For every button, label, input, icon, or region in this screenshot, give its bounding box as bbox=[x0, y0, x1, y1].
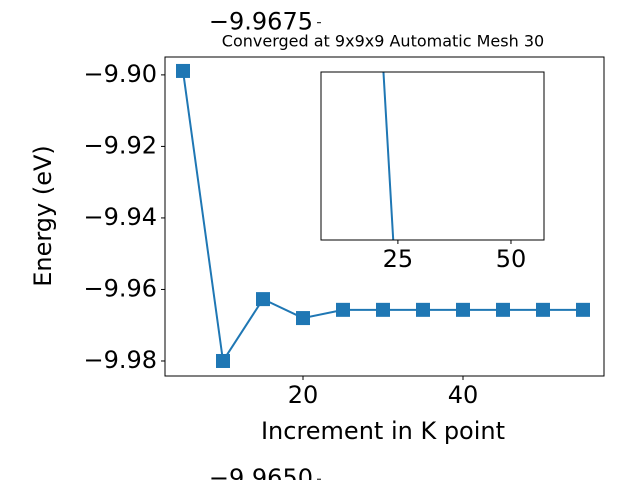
y-tick-label: −9.96 bbox=[83, 274, 157, 302]
y-tick-label: −9.98 bbox=[83, 346, 157, 374]
marker bbox=[456, 302, 470, 317]
y-tick-label: −9.90 bbox=[83, 60, 157, 88]
main-axes: 20 40 −9.98 −9.96 −9.94 −9.92 −9.90 bbox=[83, 56, 605, 409]
y-axis-label: Energy (eV) bbox=[29, 145, 57, 287]
y-tick-label: −9.9650 bbox=[209, 464, 313, 480]
axes-frame bbox=[320, 71, 545, 241]
marker bbox=[536, 302, 550, 317]
x-tick-label: 40 bbox=[448, 381, 479, 409]
inset-axes: 25 50 −9.9675 −9.9650 bbox=[209, 8, 545, 480]
plot-area bbox=[176, 63, 590, 368]
chart-title: Converged at 9x9x9 Automatic Mesh 30 bbox=[222, 32, 544, 51]
axes-frame bbox=[164, 56, 605, 377]
y-tick-label: −9.9675 bbox=[209, 8, 313, 36]
inset-background bbox=[321, 72, 544, 240]
marker bbox=[336, 302, 350, 317]
x-tick-label: 50 bbox=[496, 245, 527, 273]
marker bbox=[496, 302, 510, 317]
y-tick-label: −9.92 bbox=[83, 131, 157, 159]
x-tick-label: 25 bbox=[383, 245, 414, 273]
marker bbox=[376, 302, 390, 317]
x-axis-label: Increment in K point bbox=[261, 417, 505, 445]
marker bbox=[416, 302, 430, 317]
y-tick-label: −9.94 bbox=[83, 203, 157, 231]
marker bbox=[176, 63, 190, 78]
x-tick-label: 20 bbox=[288, 381, 319, 409]
marker bbox=[256, 292, 270, 307]
marker bbox=[576, 302, 590, 317]
marker bbox=[296, 311, 310, 326]
marker bbox=[216, 353, 230, 368]
